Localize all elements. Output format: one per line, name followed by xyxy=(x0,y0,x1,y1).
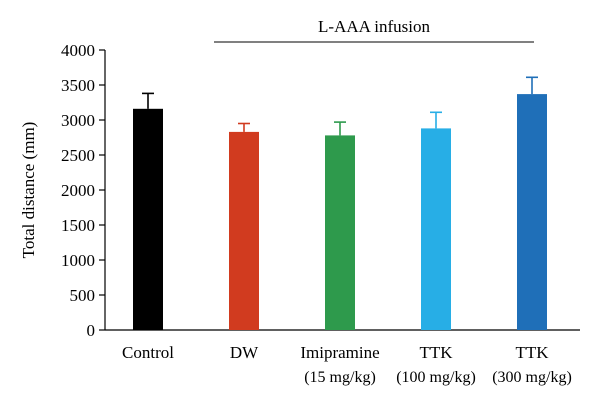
bars xyxy=(133,94,547,330)
y-tick-label: 3000 xyxy=(61,111,95,130)
y-tick-label: 2000 xyxy=(61,181,95,200)
annotation: L-AAA infusion xyxy=(214,17,534,43)
x-tick-label: Imipramine xyxy=(300,343,379,362)
x-tick-label: TTK xyxy=(515,343,549,362)
x-tick-label: DW xyxy=(230,343,259,362)
x-tick-sublabel: (15 mg/kg) xyxy=(304,369,376,386)
y-tick-label: 1000 xyxy=(61,251,95,270)
y-tick-label: 3500 xyxy=(61,76,95,95)
x-tick-sublabel: (100 mg/kg) xyxy=(396,369,476,386)
bar xyxy=(133,108,163,330)
error-bars xyxy=(142,76,538,136)
x-tick-sublabel: (300 mg/kg) xyxy=(492,369,572,386)
bar xyxy=(421,128,451,330)
x-tick-labels: Control DW Imipramine (15 mg/kg) TTK (100 mg/… xyxy=(122,343,572,386)
bar xyxy=(229,131,259,330)
y-tick-label: 500 xyxy=(70,286,96,305)
y-axis-label: Total distance (mm) xyxy=(19,122,38,259)
y-ticks: 0 500 1000 1500 2000 2500 3000 3500 4000 xyxy=(61,41,105,340)
y-tick-label: 2500 xyxy=(61,146,95,165)
x-tick-label: TTK xyxy=(419,343,453,362)
annotation-label: L-AAA infusion xyxy=(318,17,430,36)
x-tick-label: Control xyxy=(122,343,174,362)
y-tick-label: 1500 xyxy=(61,216,95,235)
bar xyxy=(517,94,547,330)
bar xyxy=(325,135,355,330)
y-tick-label: 0 xyxy=(87,321,96,340)
y-tick-label: 4000 xyxy=(61,41,95,60)
